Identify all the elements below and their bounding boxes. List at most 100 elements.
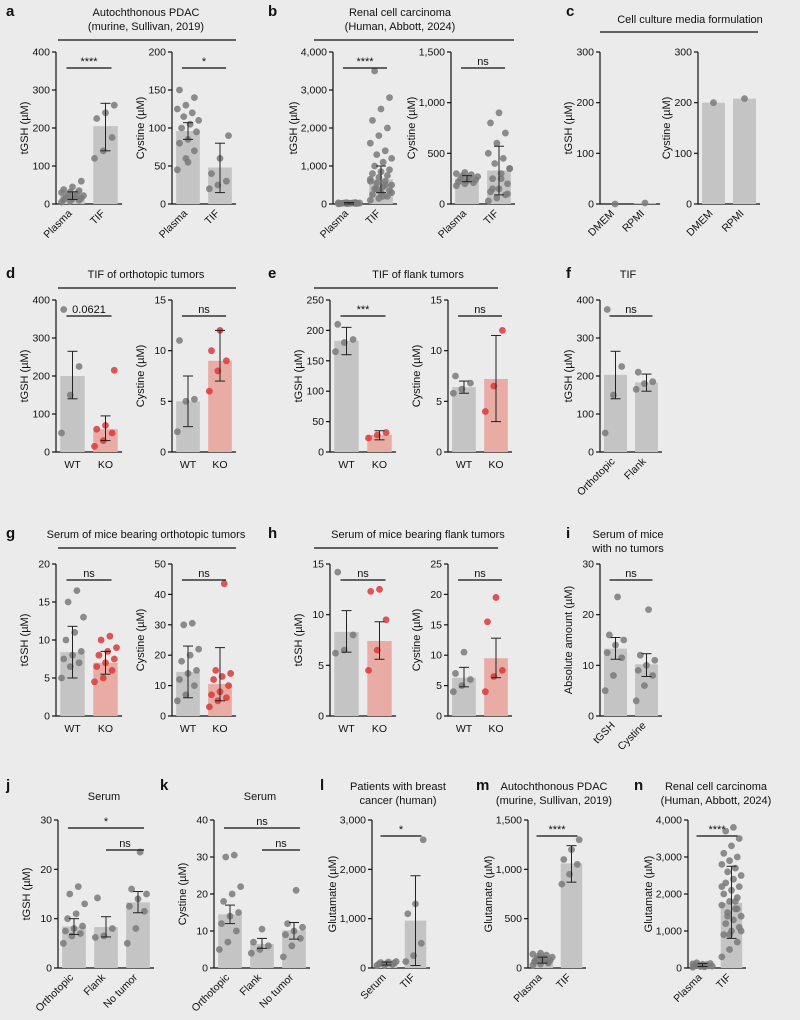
x-tick-label: KO [212, 459, 227, 471]
data-point [195, 645, 203, 653]
data-point [173, 697, 181, 705]
y-tick-label: 20 [40, 864, 52, 876]
y-tick-label: 40 [154, 589, 166, 601]
y-axis-label: Cystine (µM) [406, 97, 418, 160]
panel-title-a: Autochthonous PDAC [92, 7, 199, 19]
y-tick-label: 200 [306, 325, 324, 337]
data-point [499, 155, 507, 162]
data-point [618, 654, 626, 662]
y-tick-label: 500 [504, 913, 522, 925]
x-tick-label: KO [372, 459, 387, 471]
panel-title-i: Serum of mice [593, 529, 664, 541]
y-tick-label: 1,000 [301, 161, 327, 173]
data-point [560, 856, 568, 863]
data-point [641, 199, 649, 207]
data-point [504, 190, 511, 198]
data-point [123, 939, 131, 947]
data-point [334, 568, 342, 576]
y-tick-label: 200 [148, 47, 166, 59]
data-point [728, 842, 735, 850]
data-point [575, 836, 583, 844]
data-point [282, 931, 289, 939]
data-point [493, 139, 501, 147]
panel-title-b: (Human, Abbott, 2024) [345, 21, 456, 33]
data-point [60, 655, 68, 663]
x-tick-label: WT [180, 723, 197, 735]
y-tick-label: 0 [46, 963, 52, 975]
data-point [710, 99, 717, 107]
data-point [506, 165, 514, 172]
y-tick-label: 0 [436, 711, 442, 723]
data-point [695, 962, 703, 969]
data-point [491, 160, 499, 167]
x-tick-label: Flank [622, 455, 649, 482]
y-tick-label: 300 [32, 85, 50, 97]
data-point [381, 147, 389, 155]
panel-title-j: Serum [88, 791, 120, 803]
x-tick-label: TIF [714, 972, 734, 992]
significance-label: * [399, 824, 404, 836]
bar-dmem [702, 102, 725, 204]
y-axis-label: Glutamate (µM) [327, 856, 339, 933]
data-point [379, 193, 387, 200]
panel-title-m: Autochthonous PDAC [500, 781, 607, 793]
y-tick-label: 0 [439, 199, 445, 211]
y-tick-label: 1,000 [496, 864, 522, 876]
data-point [498, 667, 506, 674]
data-point [484, 618, 491, 626]
data-point [110, 101, 118, 109]
significance-label: **** [80, 56, 98, 68]
significance-label: **** [356, 56, 374, 68]
significance-label: *** [357, 304, 371, 316]
y-axis-label: Cystine (µM) [135, 97, 147, 160]
data-point [383, 172, 391, 179]
data-point [531, 957, 539, 965]
panel-label-g: g [6, 525, 15, 542]
y-tick-label: 100 [576, 409, 594, 421]
panel-label-h: h [268, 525, 277, 542]
y-tick-label: 1,500 [496, 815, 522, 827]
panel-title-f: TIF [620, 269, 637, 281]
data-point [176, 676, 183, 683]
data-point [225, 132, 232, 140]
data-point [461, 169, 469, 176]
data-point [601, 429, 609, 437]
data-point [66, 890, 74, 898]
data-point [466, 676, 474, 683]
data-point [651, 656, 659, 664]
y-tick-label: 300 [674, 47, 692, 59]
y-tick-label: 100 [32, 409, 50, 421]
y-tick-label: 0 [44, 711, 50, 723]
data-point [369, 117, 376, 124]
y-tick-label: 20 [430, 589, 442, 601]
x-tick-label: WT [64, 459, 81, 471]
y-tick-label: 0 [516, 963, 522, 975]
panel-title-l: cancer (human) [359, 795, 436, 807]
significance-label: ns [474, 568, 486, 580]
y-tick-label: 4,000 [656, 815, 682, 827]
data-point [58, 429, 65, 437]
data-point [537, 949, 544, 957]
data-point [59, 939, 67, 947]
data-point [222, 357, 230, 365]
data-point [80, 613, 87, 621]
data-point [235, 909, 242, 916]
y-tick-label: 3,000 [301, 85, 327, 97]
y-tick-label: 1,000 [419, 97, 445, 109]
data-point [93, 115, 101, 122]
x-tick-label: Plasma [157, 208, 190, 241]
data-point [332, 649, 339, 657]
data-point [377, 105, 385, 113]
bar-orthotopic [62, 926, 86, 968]
panel-title-c: Cell culture media formulation [617, 14, 763, 26]
y-axis-label: tGSH (µM) [19, 350, 31, 403]
data-point [737, 927, 745, 935]
bar-ko [367, 434, 392, 452]
data-point [279, 953, 287, 961]
x-tick-label: No tumor [257, 971, 296, 1010]
y-tick-label: 0 [318, 447, 324, 459]
y-tick-label: 1,000 [656, 926, 682, 938]
data-point [726, 946, 733, 953]
y-axis-label: Cystine (µM) [135, 345, 147, 408]
y-tick-label: 0 [202, 963, 208, 975]
